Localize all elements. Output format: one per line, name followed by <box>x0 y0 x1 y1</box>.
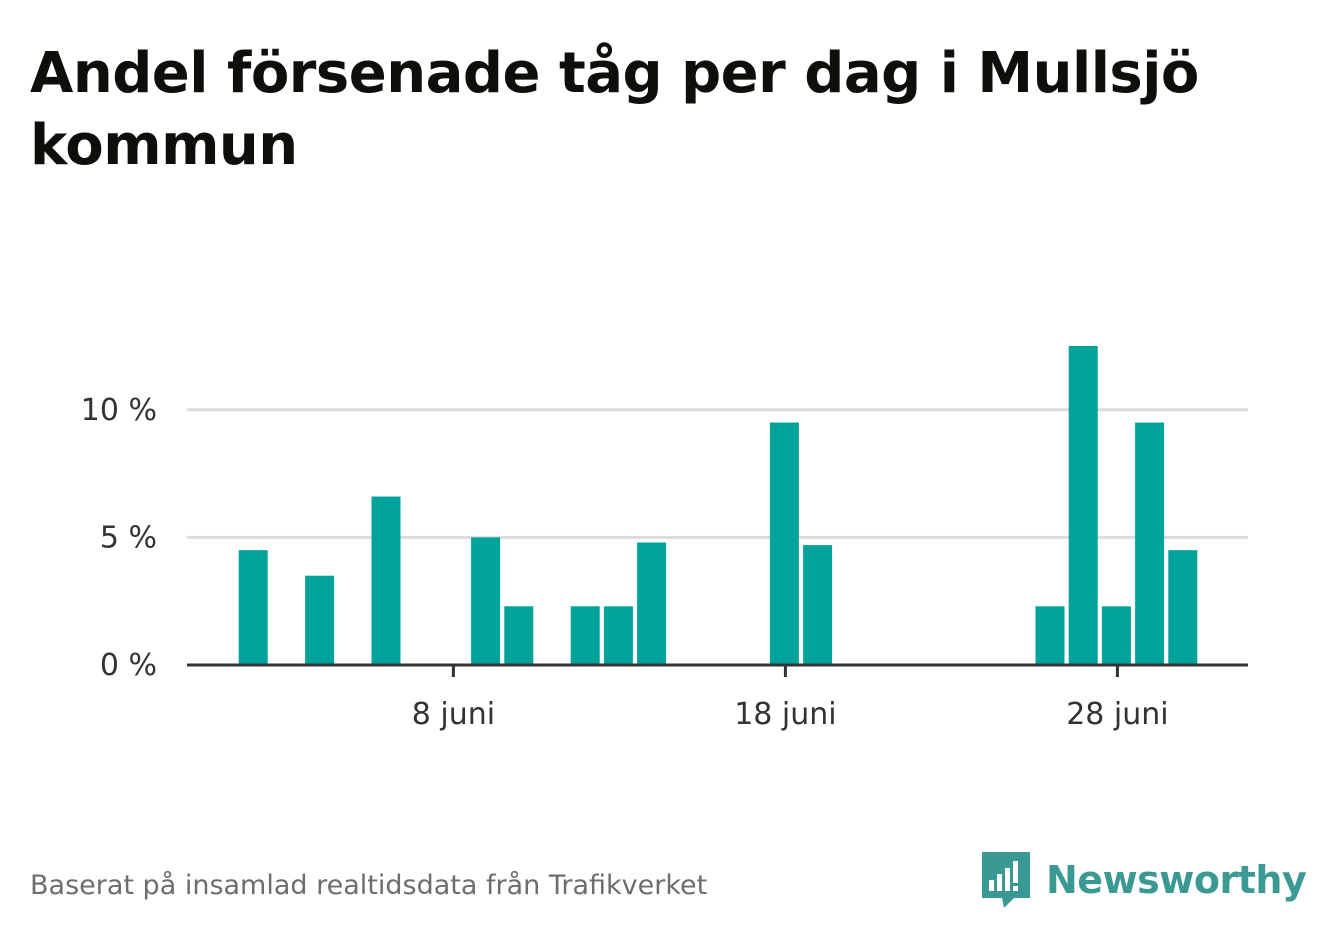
newsworthy-chat-bar-icon <box>982 852 1030 908</box>
bar <box>803 545 833 665</box>
bar <box>1035 606 1065 665</box>
source-note: Baserat på insamlad realtidsdata från Tr… <box>30 870 708 901</box>
x-tick-label: 18 juni <box>734 697 836 732</box>
bar <box>1135 422 1165 665</box>
y-tick-label: 0 % <box>100 648 157 683</box>
y-axis-ticks: 0 % 5 % 10 % <box>81 393 157 683</box>
x-axis-ticks: 8 juni 18 juni 28 juni <box>412 665 1169 732</box>
chart-title: Andel försenade tåg per dag i Mullsjö ko… <box>30 41 1199 178</box>
x-tick-label: 8 juni <box>412 697 495 732</box>
bar <box>1068 346 1098 665</box>
bar <box>1168 550 1198 665</box>
bars <box>238 346 1198 665</box>
bar <box>371 496 401 665</box>
bar <box>769 422 799 665</box>
x-tick-label: 28 juni <box>1066 697 1168 732</box>
bar <box>305 575 335 665</box>
bar <box>238 550 268 665</box>
bar <box>504 606 534 665</box>
bar <box>603 606 633 665</box>
bar <box>570 606 600 665</box>
bar <box>1101 606 1131 665</box>
bar <box>471 537 501 665</box>
brand-name: Newsworthy <box>1046 858 1307 902</box>
bar <box>637 542 667 665</box>
y-tick-label: 10 % <box>81 393 157 428</box>
y-tick-label: 5 % <box>100 520 157 555</box>
brand-logo[interactable]: Newsworthy <box>980 850 1307 910</box>
